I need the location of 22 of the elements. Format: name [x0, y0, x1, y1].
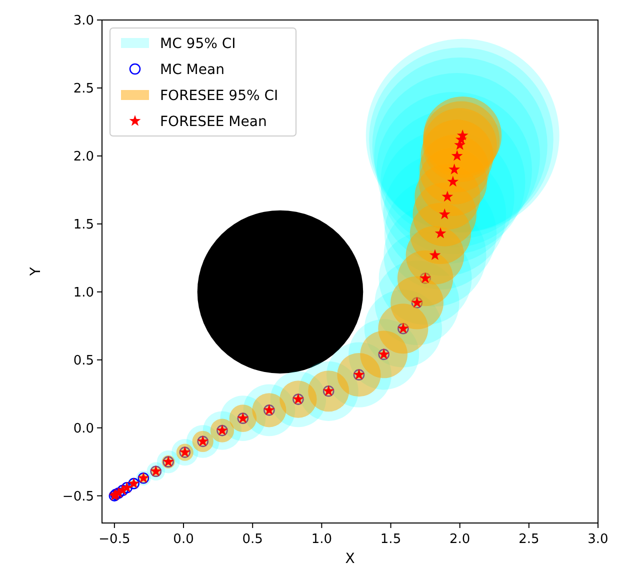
legend-label: MC Mean [160, 62, 224, 78]
x-tick-label: 3.0 [588, 532, 608, 547]
y-tick-label: 2.0 [73, 149, 94, 164]
x-tick-label: 0.5 [242, 532, 263, 547]
y-tick-label: −0.5 [62, 489, 94, 504]
y-tick-label: 2.5 [73, 82, 94, 97]
x-axis-title: X [345, 551, 356, 567]
y-tick-label: 1.5 [73, 217, 94, 232]
x-tick-label: 1.0 [311, 532, 332, 547]
y-tick-label: 0.0 [73, 421, 94, 436]
x-tick-label: 1.5 [380, 532, 402, 547]
legend-label: MC 95% CI [160, 36, 236, 52]
y-tick-label: 3.0 [73, 14, 94, 29]
x-tick-label: 2.0 [449, 532, 470, 547]
x-tick-label: 2.5 [518, 532, 540, 547]
x-tick-label: −0.5 [98, 532, 130, 547]
y-tick-label: 0.5 [73, 353, 94, 368]
y-tick-label: 1.0 [73, 285, 94, 300]
y-axis-title: Y [28, 266, 44, 277]
x-tick-label: 0.0 [173, 532, 194, 547]
legend-label: FORESEE Mean [160, 114, 267, 130]
legend-label: FORESEE 95% CI [160, 88, 278, 104]
